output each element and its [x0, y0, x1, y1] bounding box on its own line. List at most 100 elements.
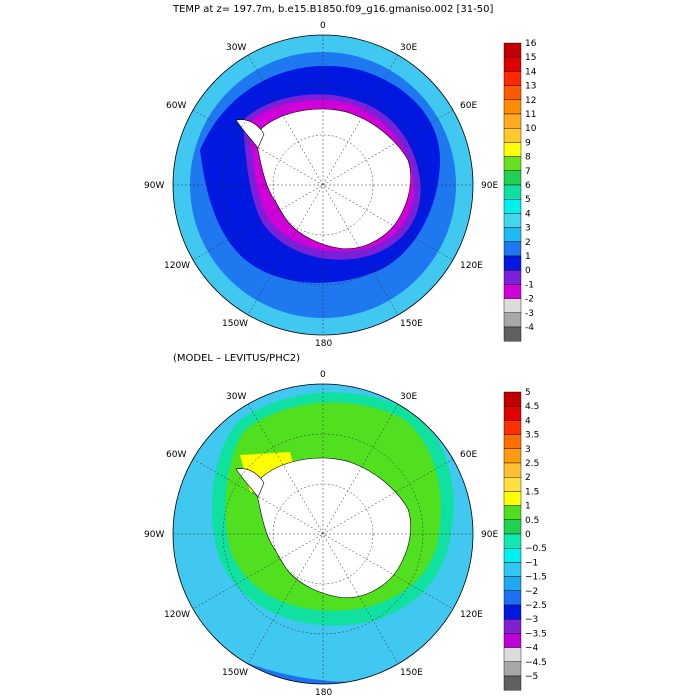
colorbar-swatch [503, 298, 522, 314]
lon-label: 30E [400, 43, 417, 53]
lon-label: 90W [144, 181, 164, 191]
top-panel-title: TEMP at z= 197.7m, b.e15.B1850.f09_g16.g… [172, 4, 493, 15]
lon-label: 150W [222, 319, 248, 329]
colorbar-label: 16 [525, 39, 537, 49]
colorbar-swatch [503, 477, 522, 492]
colorbar-swatch [503, 576, 522, 591]
colorbar-label: 4.5 [525, 402, 539, 412]
colorbar-label: 9 [525, 138, 531, 148]
colorbar-swatch [503, 113, 522, 129]
colorbar-label: 4 [525, 416, 531, 426]
colorbar-label: 1 [525, 502, 531, 512]
lon-label: 60W [166, 450, 186, 460]
colorbar-swatch [503, 420, 522, 435]
lon-label: 150E [400, 319, 423, 329]
colorbar-swatch [503, 590, 522, 606]
colorbar-label: 4 [525, 209, 531, 219]
colorbar-label: −2.5 [525, 601, 547, 611]
colorbar-label: 11 [525, 110, 536, 120]
colorbar-swatch [503, 255, 522, 271]
colorbar-swatch [503, 491, 522, 506]
colorbar-label: -3 [525, 309, 534, 319]
lon-label: 60W [166, 101, 186, 111]
colorbar-label: 15 [525, 53, 536, 63]
colorbar-swatch [503, 312, 522, 328]
colorbar-label: 10 [525, 124, 537, 134]
bottom-longitude-labels: 0 30E 60E 90E 120E 150E 180 150W 120W 90… [144, 370, 498, 698]
lon-label: 180 [315, 688, 332, 698]
colorbar-swatch [503, 99, 522, 115]
colorbar-label: 1.5 [525, 487, 539, 497]
lon-label: 90E [481, 181, 498, 191]
colorbar-swatch [503, 241, 522, 257]
lon-label: 30W [226, 392, 246, 402]
colorbar-swatch [503, 434, 522, 450]
colorbar-label: 1 [525, 252, 531, 262]
colorbar-label: 8 [525, 153, 531, 163]
colorbar-label: -1 [525, 280, 534, 290]
bottom-map [172, 383, 474, 685]
lon-label: 90E [481, 530, 498, 540]
lon-label: 120W [164, 261, 190, 271]
lon-label: 120E [460, 610, 483, 620]
colorbar-label: -2 [525, 295, 534, 305]
lon-label: 30E [400, 392, 417, 402]
colorbar-label: −4 [525, 644, 539, 654]
lon-label: 0 [320, 21, 326, 31]
colorbar-swatch [503, 462, 522, 478]
colorbar-swatch [503, 170, 522, 186]
colorbar-label: 5 [525, 388, 531, 398]
colorbar-label: 2 [525, 238, 531, 248]
colorbar-swatch [503, 142, 522, 157]
colorbar-label: −2 [525, 587, 538, 597]
lon-label: 90W [144, 530, 164, 540]
colorbar-swatch [503, 85, 522, 100]
colorbar-label: 12 [525, 96, 536, 106]
colorbar-swatch [503, 619, 522, 634]
colorbar-label: 0.5 [525, 516, 539, 526]
lon-label: 180 [315, 339, 332, 349]
colorbar-label: −1 [525, 558, 538, 568]
lon-label: 150E [400, 668, 423, 678]
colorbar-swatch [503, 71, 522, 86]
lon-label: 0 [320, 370, 326, 380]
colorbar-label: 14 [525, 67, 537, 77]
colorbar-swatch [503, 213, 522, 228]
colorbar-label: −4.5 [525, 658, 547, 668]
bottom-colorbar: 5 4.5 4 3.5 3 2.5 2 1.5 1 0.5 0 −0.5 −1 −1.5 −2 −2.5 −3 −… [503, 388, 547, 691]
colorbar-swatch [503, 270, 522, 285]
colorbar-label: −5 [525, 672, 538, 682]
colorbar-label: 3.5 [525, 431, 539, 441]
colorbar-swatch [503, 284, 522, 299]
colorbar-label: -4 [525, 323, 534, 333]
colorbar-label: 7 [525, 167, 531, 177]
colorbar-swatch [503, 519, 522, 535]
lon-label: 120W [164, 610, 190, 620]
lon-label: 30W [226, 43, 246, 53]
colorbar-swatch [503, 57, 522, 72]
colorbar-swatch [503, 604, 522, 620]
colorbar-swatch [503, 406, 522, 421]
lon-label: 60E [460, 450, 477, 460]
top-longitude-labels: 0 30E 60E 90E 120E 150E 180 150W 120W 90… [144, 21, 498, 349]
colorbar-swatch [503, 675, 522, 691]
colorbar-label: 0 [525, 266, 531, 276]
colorbar-label: 3 [525, 224, 531, 234]
colorbar-swatch [503, 533, 522, 549]
colorbar-swatch [503, 326, 522, 342]
colorbar-swatch [503, 548, 522, 563]
colorbar-swatch [503, 42, 522, 58]
colorbar-label: 2.5 [525, 459, 539, 469]
colorbar-label: 3 [525, 445, 531, 455]
colorbar-swatch [503, 184, 522, 200]
colorbar-label: 13 [525, 82, 536, 92]
colorbar-swatch [503, 156, 522, 172]
colorbar-swatch [503, 562, 522, 577]
bottom-panel-title: (MODEL – LEVITUS/PHC2) [173, 353, 300, 364]
colorbar-swatch [503, 391, 522, 407]
colorbar-label: −3 [525, 615, 538, 625]
colorbar-swatch [503, 505, 522, 521]
colorbar-label: 2 [525, 473, 531, 483]
